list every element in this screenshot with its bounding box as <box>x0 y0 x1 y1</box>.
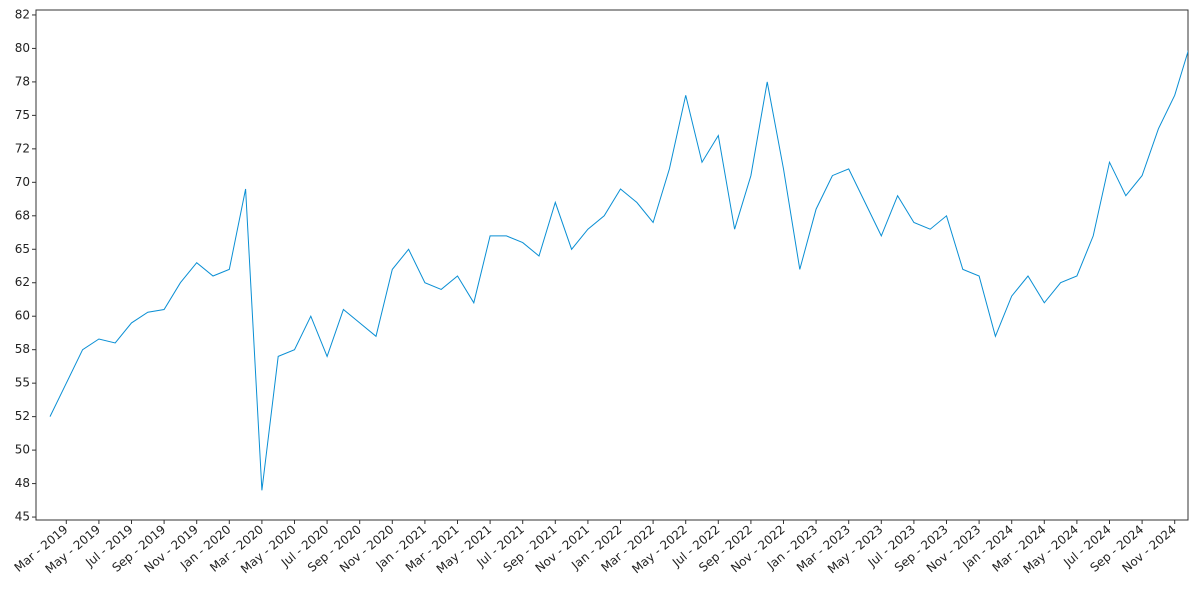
y-tick-label: 50 <box>15 443 30 457</box>
y-tick-label: 65 <box>15 242 30 256</box>
y-tick-label: 48 <box>15 476 30 490</box>
y-tick-label: 45 <box>15 510 30 524</box>
y-tick-label: 80 <box>15 41 30 55</box>
y-tick-label: 62 <box>15 275 30 289</box>
y-tick-label: 60 <box>15 309 30 323</box>
y-tick-label: 58 <box>15 342 30 356</box>
y-tick-label: 55 <box>15 376 30 390</box>
y-tick-label: 78 <box>15 74 30 88</box>
y-tick-label: 82 <box>15 7 30 21</box>
y-tick-label: 72 <box>15 141 30 155</box>
y-tick-label: 68 <box>15 208 30 222</box>
y-tick-label: 52 <box>15 409 30 423</box>
y-tick-label: 75 <box>15 108 30 122</box>
y-tick-label: 70 <box>15 175 30 189</box>
plot-frame <box>35 9 1189 521</box>
price-line <box>49 49 1188 491</box>
